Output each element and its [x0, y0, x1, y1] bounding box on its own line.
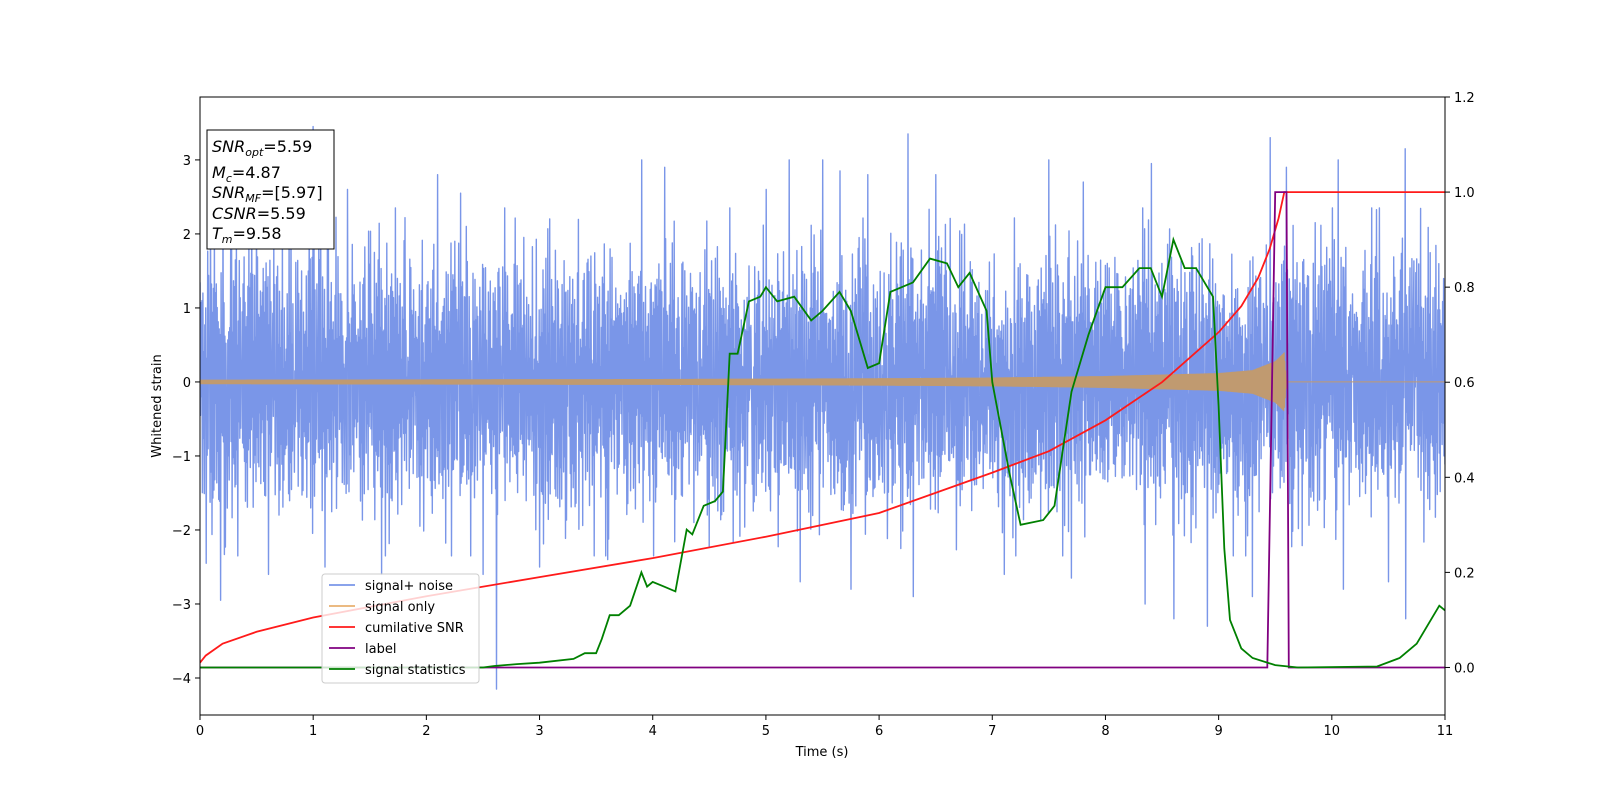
legend-label-label: label [365, 642, 396, 657]
y-right-tick-label: 1.0 [1454, 186, 1475, 201]
series-signal-statistics [200, 236, 1445, 669]
y-left-tick-label: 1 [183, 302, 191, 317]
x-tick-label: 3 [535, 724, 543, 739]
x-tick-label: 1 [309, 724, 317, 739]
legend-label-signal-noise: signal+ noise [365, 579, 453, 594]
x-tick-label: 0 [196, 724, 204, 739]
x-tick-label: 2 [422, 724, 430, 739]
x-axis-label: Time (s) [795, 745, 849, 760]
info-snr-opt-value: =5.59 [263, 137, 312, 156]
x-tick-label: 9 [1214, 724, 1222, 739]
info-snr-opt: SNRopt=5.59 [212, 137, 312, 159]
y-left-tick-label: −3 [172, 598, 191, 613]
legend-label-signal-only: signal only [365, 600, 435, 615]
y-left-tick-label: 0 [183, 376, 191, 391]
axes-frame [199, 96, 1446, 716]
y-axis-right: 0.0 0.2 0.4 0.6 0.8 1.0 1.2 [1445, 91, 1475, 676]
y-left-tick-label: 3 [183, 154, 191, 169]
legend-label-cumulative-snr: cumilative SNR [365, 621, 464, 636]
info-mc: Mc=4.87 [212, 163, 281, 185]
info-snr-mf-value: =[5.97] [261, 183, 323, 202]
series-signal-noise [200, 125, 1445, 690]
y-right-tick-label: 0.8 [1454, 281, 1475, 296]
plot-area [200, 125, 1445, 690]
y-left-tick-label: −2 [172, 524, 191, 539]
x-tick-label: 7 [988, 724, 996, 739]
legend-label-signal-statistics: signal statistics [365, 663, 466, 678]
info-tm-value: =9.58 [233, 224, 282, 243]
legend-frame [321, 573, 480, 684]
info-tm: Tm=9.58 [212, 224, 282, 246]
x-tick-label: 11 [1437, 724, 1454, 739]
info-snr-mf: SNRMF=[5.97] [212, 183, 323, 205]
x-tick-label: 4 [649, 724, 657, 739]
info-box: SNRopt=5.59 Mc=4.87 SNRMF=[5.97] CSNR=5.… [206, 129, 335, 250]
series-cumulative-snr [200, 191, 1445, 664]
y-left-tick-label: −4 [172, 672, 191, 687]
y-left-tick-label: 2 [183, 228, 191, 243]
y-left-tick-label: −1 [172, 450, 191, 465]
info-csnr-value: =5.59 [257, 204, 306, 223]
info-box-frame [206, 129, 335, 250]
y-axis-left: −4 −3 −2 −1 0 1 2 3 [172, 154, 200, 687]
y-right-tick-label: 0.2 [1454, 566, 1475, 581]
y-axis-label: Whitened strain [150, 354, 165, 457]
x-tick-label: 8 [1101, 724, 1109, 739]
x-tick-label: 5 [762, 724, 770, 739]
y-right-tick-label: 0.0 [1454, 661, 1475, 676]
x-tick-label: 10 [1324, 724, 1341, 739]
info-mc-value: =4.87 [232, 163, 281, 182]
series-signal-only [200, 352, 1445, 412]
legend: signal+ noise signal only cumilative SNR… [321, 573, 480, 684]
y-right-tick-label: 0.4 [1454, 471, 1475, 486]
x-tick-label: 6 [875, 724, 883, 739]
y-right-tick-label: 1.2 [1454, 91, 1475, 106]
x-axis: 0 1 2 3 4 5 6 7 8 9 10 11 [196, 715, 1453, 739]
info-csnr: CSNR=5.59 [212, 204, 306, 223]
y-right-tick-label: 0.6 [1454, 376, 1475, 391]
